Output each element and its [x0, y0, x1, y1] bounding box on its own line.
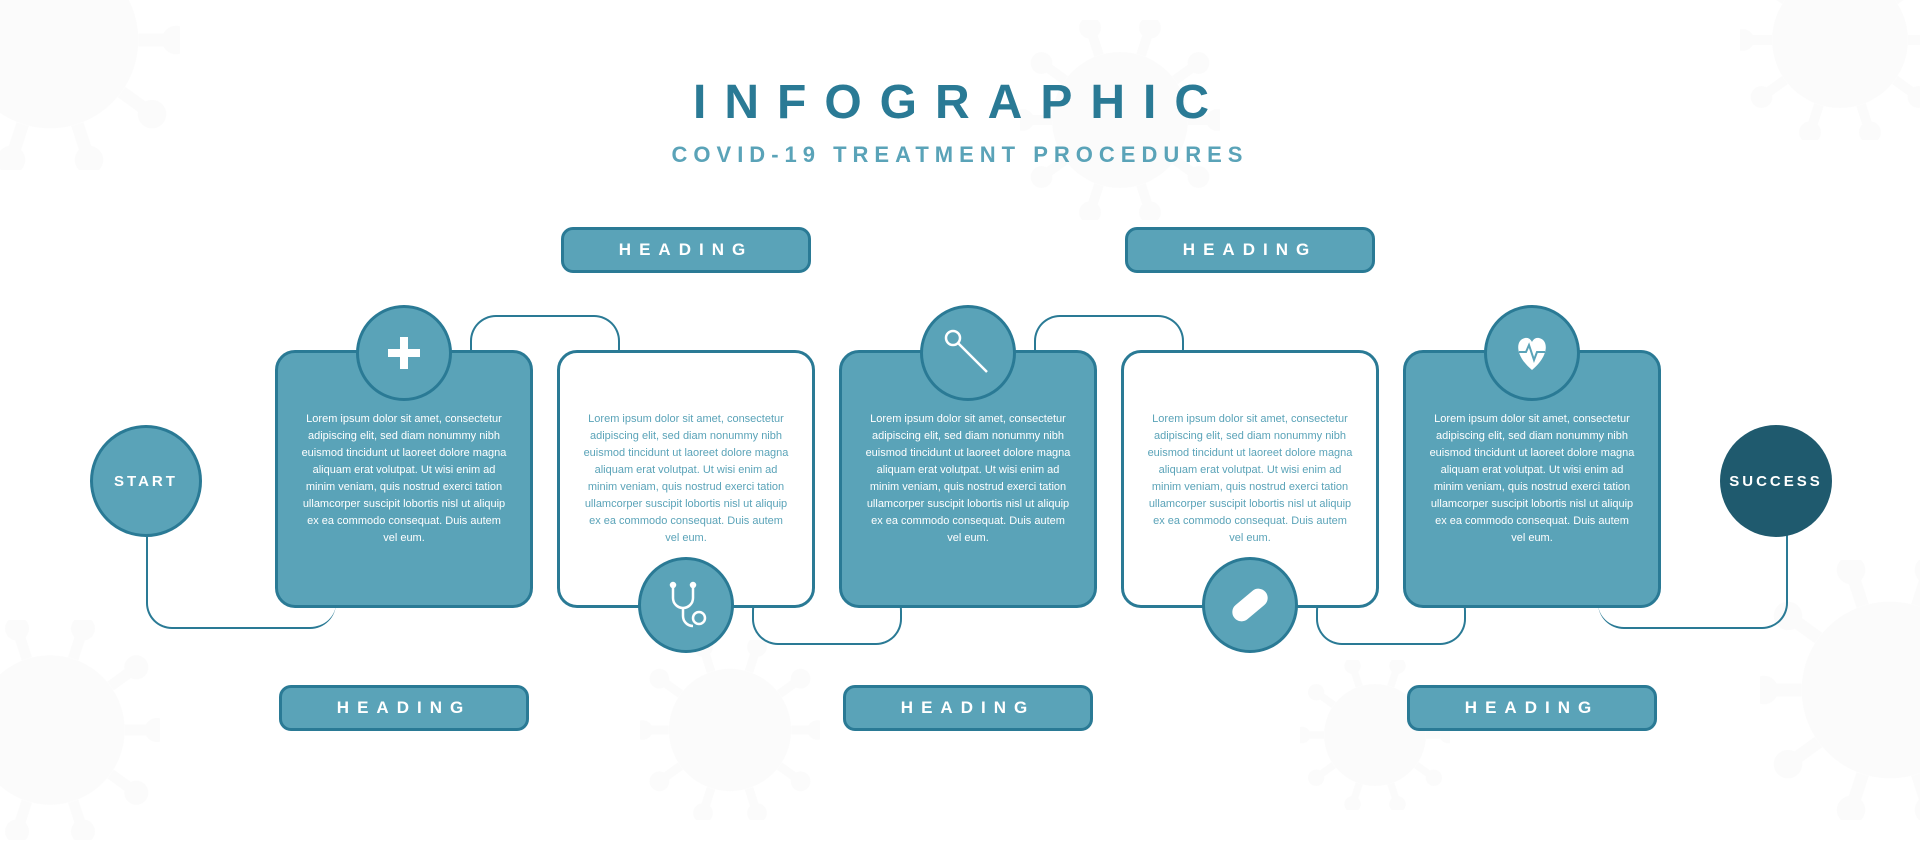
step-card-4: Lorem ipsum dolor sit amet, consectetur … [1121, 350, 1379, 608]
step-card-3: Lorem ipsum dolor sit amet, consectetur … [839, 350, 1097, 608]
heading-pill-1: HEADING [279, 685, 529, 731]
plus-icon [356, 305, 452, 401]
infographic-stage: START Lorem ipsum dolor sit amet, consec… [0, 260, 1920, 760]
title-subtitle: COVID-19 TREATMENT PROCEDURES [672, 142, 1249, 168]
pill-icon [1202, 557, 1298, 653]
stethoscope-icon [638, 557, 734, 653]
step-card-5: Lorem ipsum dolor sit amet, consectetur … [1403, 350, 1661, 608]
success-node: SUCCESS [1720, 425, 1832, 537]
heading-pill-2: HEADING [561, 227, 811, 273]
heading-pill-5: HEADING [1407, 685, 1657, 731]
card-body-text: Lorem ipsum dolor sit amet, consectetur … [300, 411, 508, 547]
card-body-text: Lorem ipsum dolor sit amet, consectetur … [1428, 411, 1636, 547]
start-label: START [114, 473, 178, 490]
card-body-text: Lorem ipsum dolor sit amet, consectetur … [1146, 411, 1354, 547]
success-label: SUCCESS [1729, 473, 1823, 490]
title-block: INFOGRAPHIC COVID-19 TREATMENT PROCEDURE… [672, 75, 1249, 168]
step-card-2: Lorem ipsum dolor sit amet, consectetur … [557, 350, 815, 608]
heart-icon [1484, 305, 1580, 401]
heading-pill-3: HEADING [843, 685, 1093, 731]
card-body-text: Lorem ipsum dolor sit amet, consectetur … [582, 411, 790, 547]
step-card-1: Lorem ipsum dolor sit amet, consectetur … [275, 350, 533, 608]
start-node: START [90, 425, 202, 537]
card-body-text: Lorem ipsum dolor sit amet, consectetur … [864, 411, 1072, 547]
heading-pill-4: HEADING [1125, 227, 1375, 273]
scope-icon [920, 305, 1016, 401]
title-main: INFOGRAPHIC [672, 75, 1249, 130]
